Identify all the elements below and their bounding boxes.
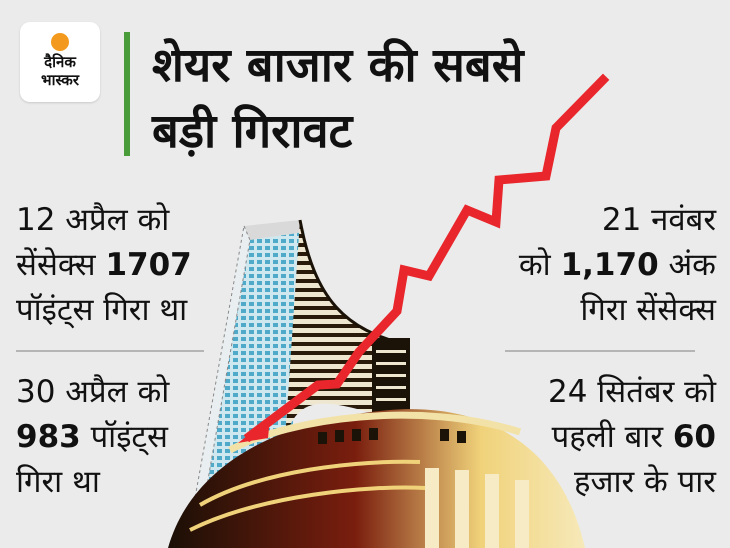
stat-april-12: 12 अप्रैल को सेंसेक्स 1707 पॉइंट्स गिरा … <box>16 198 192 333</box>
dainik-bhaskar-logo: दैनिक भास्कर <box>20 22 100 102</box>
stat-number: 60 <box>672 419 716 455</box>
stat-line: पॉइंट्स गिरा था <box>16 292 188 328</box>
headline-accent-bar <box>124 32 130 156</box>
stat-line: गिरा था <box>16 464 100 500</box>
stat-line: को 1,170 अंक <box>518 247 716 283</box>
logo-line-1: दैनिक <box>44 53 76 71</box>
stat-line: 983 पॉइंट्स <box>16 419 169 455</box>
stat-line: गिरा सेंसेक्स <box>580 292 716 328</box>
stat-line: हजार के पार <box>573 464 716 500</box>
stat-line: 30 अप्रैल को <box>16 374 170 410</box>
headline-line-2: बड़ी गिरावट <box>152 104 353 159</box>
stat-april-30: 30 अप्रैल को 983 पॉइंट्स गिरा था <box>16 370 169 505</box>
stat-number: 1,170 <box>560 247 659 283</box>
stat-line: 21 नवंबर <box>601 202 716 238</box>
stat-november-21: 21 नवंबर को 1,170 अंक गिरा सेंसेक्स <box>519 198 716 333</box>
stat-number: 1707 <box>105 247 192 283</box>
logo-line-2: भास्कर <box>41 71 79 89</box>
sun-icon <box>51 33 69 51</box>
stat-line: सेंसेक्स 1707 <box>16 247 192 283</box>
stat-september-24: 24 सितंबर को पहली बार 60 हजार के पार <box>548 370 716 505</box>
decline-arrow <box>238 73 610 443</box>
stat-line: 12 अप्रैल को <box>16 202 170 238</box>
stat-line: 24 सितंबर को <box>547 374 716 410</box>
divider-right <box>505 350 695 352</box>
divider-left <box>16 350 204 352</box>
stat-line: पहली बार 60 <box>551 419 716 455</box>
headline-line-1: शेयर बाजार की सबसे <box>152 38 524 93</box>
stat-number: 983 <box>16 419 81 455</box>
